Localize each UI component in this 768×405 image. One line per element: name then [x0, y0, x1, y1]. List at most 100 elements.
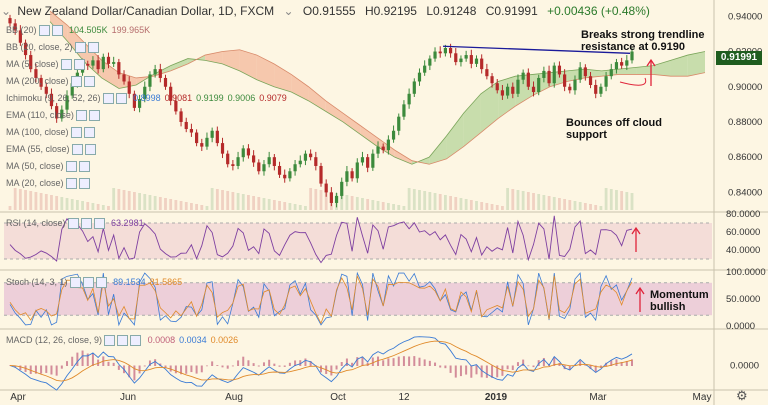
candle-body	[210, 130, 214, 138]
collapse-icon[interactable]: ⌄	[0, 4, 12, 18]
settings-icon[interactable]	[84, 144, 96, 156]
macd-histogram-bar	[449, 365, 452, 373]
annotation-cloud-support: Bounces off cloud support	[566, 117, 662, 141]
settings-icon[interactable]	[87, 42, 99, 54]
candle-body	[563, 74, 567, 87]
macd-histogram-bar	[434, 362, 437, 366]
eye-icon[interactable]	[70, 76, 82, 88]
candle-body	[39, 77, 43, 87]
settings-icon[interactable]	[83, 127, 95, 139]
indicator-label-ichimoku[interactable]: Ichimoku (9, 26, 52, 26) 0.8998 0.9081 0.9…	[6, 93, 287, 105]
macd-histogram-bar	[288, 362, 291, 366]
volume-bar	[179, 201, 183, 210]
settings-icon[interactable]	[78, 161, 90, 173]
candle-body	[132, 93, 136, 108]
volume-bar	[127, 191, 131, 210]
settings-icon[interactable]	[83, 76, 95, 88]
close-icon[interactable]	[93, 218, 105, 230]
candle-body	[454, 53, 458, 63]
eye-icon[interactable]	[104, 335, 116, 347]
eye-icon[interactable]	[102, 93, 114, 105]
close-icon[interactable]	[130, 335, 142, 347]
eye-icon[interactable]	[70, 127, 82, 139]
volume-bar	[361, 198, 364, 210]
macd-histogram-bar	[439, 365, 442, 368]
volume-bar	[620, 191, 624, 210]
candle-body	[490, 76, 494, 84]
volume-bar	[407, 188, 411, 210]
eye-icon[interactable]	[38, 25, 50, 37]
candle-body	[386, 139, 390, 151]
candle-body	[309, 153, 313, 158]
volume-bar	[13, 188, 17, 210]
settings-icon[interactable]	[80, 218, 92, 230]
macd-histogram-bar	[304, 358, 307, 366]
candle-body	[29, 55, 33, 70]
eye-icon[interactable]	[67, 218, 79, 230]
settings-icon[interactable]	[88, 110, 100, 122]
eye-icon[interactable]	[74, 42, 86, 54]
macd-histogram-bar	[506, 365, 509, 370]
settings-icon[interactable]	[73, 59, 85, 71]
volume-bar	[70, 199, 74, 210]
gear-icon[interactable]: ⚙	[736, 388, 748, 403]
volume-bar	[226, 191, 230, 210]
cloud-segment	[429, 136, 447, 165]
indicator-label-bb[interactable]: BB (20, close, 2)	[6, 41, 99, 54]
indicator-label-ma20[interactable]: MA (20, close)	[6, 177, 90, 190]
indicator-label-ema55[interactable]: EMA (55, close)	[6, 143, 96, 156]
rsi-legend[interactable]: RSI (14, close) 63.2981	[6, 218, 144, 230]
eye-icon[interactable]	[69, 277, 81, 289]
volume-bar	[573, 201, 577, 210]
indicator-label-ma200[interactable]: MA (200, close)	[6, 75, 95, 88]
volume-bar	[371, 200, 375, 210]
volume-bar	[138, 193, 141, 210]
candle-body	[122, 74, 126, 82]
macd-histogram-bar	[190, 365, 193, 373]
stoch-legend[interactable]: Stoch (14, 3, 1) 89.1534 81.5865	[6, 277, 183, 289]
indicator-label-ema110[interactable]: EMA (110, close)	[6, 109, 100, 122]
candle-body	[231, 164, 235, 166]
volume-bar	[298, 205, 302, 210]
macd-histogram-bar	[211, 361, 214, 366]
eye-icon[interactable]	[75, 110, 87, 122]
indicator-label-ma50[interactable]: MA (50, close)	[6, 160, 90, 173]
volume-bar	[630, 193, 634, 210]
candle-body	[381, 146, 385, 151]
macd-legend[interactable]: MACD (12, 26, close, 9) 0.0008 0.0034 0.00…	[6, 335, 239, 347]
chevron-down-icon[interactable]: ⌄	[283, 4, 294, 18]
cloud-segment	[360, 125, 378, 147]
macd-histogram-bar	[402, 356, 405, 366]
candle-body	[547, 70, 551, 84]
eye-icon[interactable]	[65, 178, 77, 190]
close-icon[interactable]	[95, 277, 107, 289]
macd-histogram-bar	[320, 365, 322, 373]
eye-icon[interactable]	[65, 161, 77, 173]
indicator-label-bb-volume[interactable]: BB (20) 104.505K 199.965K	[6, 25, 151, 37]
candle-body	[609, 69, 613, 77]
macd-tick-label: 0.0000	[730, 361, 759, 372]
cloud-segment	[463, 93, 481, 147]
candle-body	[366, 157, 370, 168]
settings-icon[interactable]	[78, 178, 90, 190]
candle-body	[44, 86, 48, 94]
settings-icon[interactable]	[51, 25, 63, 37]
indicator-label-ma100[interactable]: MA (100, close)	[6, 126, 95, 139]
stoch-tick-label: 50.0000	[726, 294, 760, 305]
eye-icon[interactable]	[71, 144, 83, 156]
macd-histogram-bar	[117, 365, 120, 370]
indicator-label-ma5[interactable]: MA (5, close)	[6, 58, 85, 71]
symbol-title[interactable]: New Zealand Dollar/Canadian Dollar, 1D, …	[17, 4, 275, 18]
macd-histogram-bar	[283, 365, 286, 367]
settings-icon[interactable]	[117, 335, 129, 347]
settings-icon[interactable]	[115, 93, 127, 105]
candle-body	[588, 76, 593, 85]
macd-histogram-bar	[294, 360, 297, 366]
candle-body	[49, 93, 54, 107]
eye-icon[interactable]	[60, 59, 72, 71]
candle-body	[614, 62, 619, 70]
settings-icon[interactable]	[82, 277, 94, 289]
candle-body	[407, 93, 411, 105]
candle-body	[236, 157, 240, 166]
